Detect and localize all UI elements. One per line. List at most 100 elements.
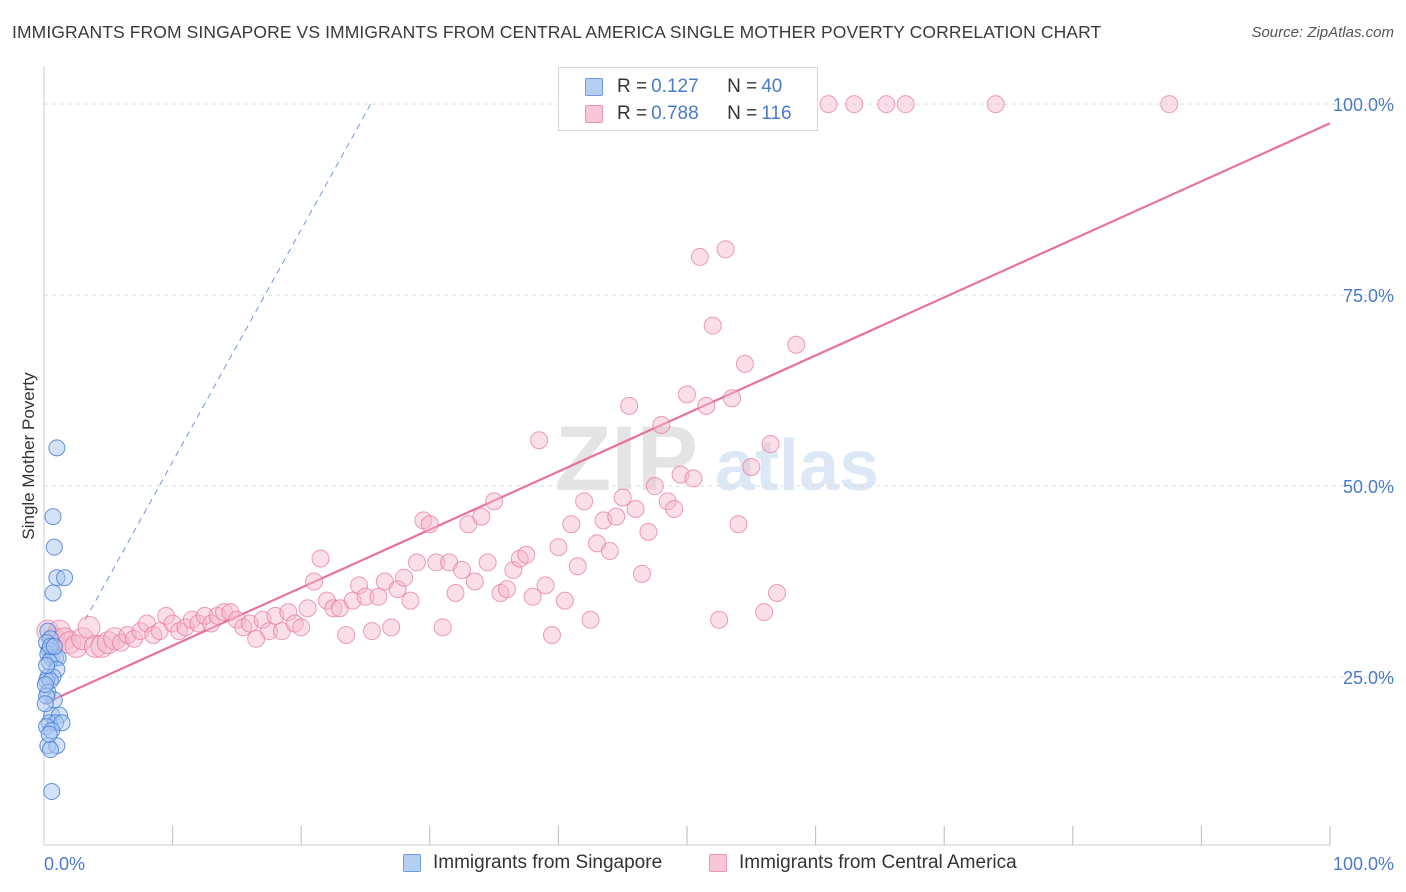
central-america-point	[761, 435, 780, 454]
central-america-point	[755, 603, 774, 622]
central-america-point	[877, 95, 896, 114]
central-america-point	[260, 622, 279, 641]
central-america-point	[523, 587, 542, 606]
central-america-point	[665, 499, 684, 518]
singapore-point	[48, 439, 66, 457]
singapore-point	[40, 725, 58, 743]
central-america-point	[620, 396, 639, 415]
central-america-point	[362, 622, 381, 641]
central-america-point	[388, 580, 407, 599]
central-america-point	[684, 469, 703, 488]
central-america-point	[189, 614, 208, 633]
central-america-point	[337, 625, 356, 644]
central-america-point	[735, 354, 754, 373]
y-tick-label: 75.0%	[1343, 286, 1394, 306]
central-america-point	[678, 385, 696, 404]
y-axis-label: Single Mother Poverty	[19, 372, 38, 540]
central-america-point	[607, 507, 626, 526]
central-america-point	[433, 618, 452, 637]
central-america-point	[157, 606, 176, 625]
central-america-point	[279, 603, 298, 622]
chart-title: IMMIGRANTS FROM SINGAPORE VS IMMIGRANTS …	[12, 22, 1102, 42]
bottom-legend-label-singapore: Immigrants from Singapore	[433, 852, 663, 873]
central-america-point	[350, 576, 369, 595]
central-america-point	[369, 587, 388, 606]
bottom-legend-singapore: Immigrants from Singapore	[403, 852, 662, 874]
central-america-point	[485, 492, 504, 511]
central-america-point	[555, 591, 574, 610]
x-tick-label-max: 100.0%	[1333, 854, 1394, 874]
central-america-point	[395, 568, 414, 587]
central-america-point	[575, 492, 594, 511]
central-america-point	[311, 549, 330, 568]
central-america-point	[639, 522, 658, 541]
singapore-point	[45, 538, 63, 556]
central-america-point	[382, 618, 401, 637]
central-america-point	[446, 583, 465, 602]
central-america-point	[536, 576, 555, 595]
central-america-point	[568, 557, 587, 576]
central-america-point	[77, 615, 101, 639]
legend-swatch-singapore	[585, 78, 603, 96]
central-america-points	[36, 95, 1179, 658]
central-america-point	[626, 499, 645, 518]
central-america-point	[986, 95, 1005, 114]
central-america-point	[221, 603, 240, 622]
singapore-point	[44, 508, 62, 526]
bottom-legend-swatch-singapore	[403, 854, 421, 872]
singapore-point	[36, 676, 54, 694]
bottom-legend-label-central-america: Immigrants from Central America	[739, 852, 1017, 873]
singapore-point	[38, 657, 56, 675]
central-america-point	[90, 634, 114, 658]
central-america-point	[690, 247, 709, 266]
central-america-point	[427, 553, 446, 572]
central-america-point	[896, 95, 915, 114]
watermark: ZIP atlas	[555, 408, 879, 510]
x-axis-ticks	[172, 826, 1331, 845]
watermark-atlas: atlas	[715, 426, 879, 506]
singapore-point	[36, 695, 54, 713]
central-america-point	[504, 561, 523, 580]
central-america-point	[292, 618, 311, 637]
y-tick-label: 100.0%	[1333, 95, 1394, 115]
central-america-point	[478, 553, 497, 572]
central-america-point	[530, 431, 549, 450]
y-tick-label: 50.0%	[1343, 477, 1394, 497]
singapore-trend-line	[84, 103, 372, 620]
legend-r-value: 0.788	[651, 103, 699, 124]
legend-r-label: R =	[617, 103, 648, 124]
central-america-point	[600, 541, 619, 560]
central-america-point	[549, 538, 568, 557]
legend-n-label: N =	[727, 76, 758, 97]
central-america-point	[703, 316, 722, 335]
y-tick-labels: 25.0% 50.0% 75.0% 100.0%	[1333, 95, 1394, 688]
x-tick-label-min: 0.0%	[44, 854, 85, 874]
y-tick-label: 25.0%	[1343, 668, 1394, 688]
central-america-point	[742, 457, 761, 476]
central-america-point	[716, 240, 735, 259]
watermark-zip: ZIP	[555, 408, 698, 510]
central-america-point	[787, 335, 806, 354]
central-america-point	[324, 599, 343, 618]
central-america-point	[356, 587, 375, 606]
central-america-point	[96, 631, 120, 655]
legend-r-value: 0.127	[651, 76, 699, 97]
central-america-point	[710, 610, 729, 629]
central-america-point	[768, 583, 787, 602]
central-america-point	[613, 488, 632, 507]
central-america-point	[632, 564, 651, 583]
legend-row-central-america: R = 0.788 N = 116	[585, 101, 792, 127]
central-america-point	[305, 572, 324, 591]
legend-row-singapore: R = 0.127 N = 40	[585, 74, 782, 100]
central-america-trend-line	[43, 122, 1331, 705]
central-america-point	[652, 415, 671, 434]
central-america-point	[723, 389, 742, 408]
source-label: Source: ZipAtlas.com	[1251, 24, 1394, 41]
central-america-point	[452, 561, 471, 580]
central-america-point	[542, 625, 561, 644]
central-america-point	[125, 629, 144, 648]
central-america-point	[64, 634, 88, 658]
gridlines	[44, 103, 1394, 678]
central-america-point	[465, 572, 484, 591]
